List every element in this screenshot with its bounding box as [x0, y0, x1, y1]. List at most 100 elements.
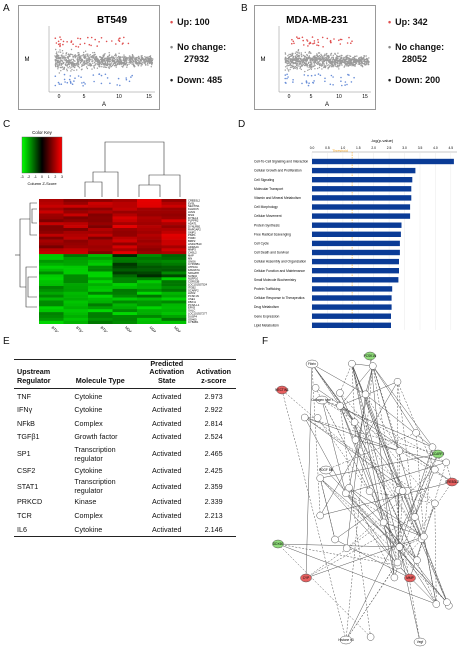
legend-b-up: •Up: 342 — [388, 17, 428, 28]
ma-point — [78, 55, 79, 56]
ma-point — [295, 53, 296, 54]
ma-point-up — [302, 37, 304, 39]
ma-point — [103, 64, 104, 65]
ma-point — [74, 67, 75, 68]
pathway-bar — [312, 232, 401, 237]
heatmap-cell — [137, 228, 162, 231]
heatmap-cell — [64, 205, 89, 208]
heatmap-cell — [64, 234, 89, 237]
heatmap-cell — [137, 309, 162, 312]
ma-point — [285, 66, 286, 67]
ma-point — [301, 52, 302, 53]
network-node — [429, 444, 436, 451]
ma-point — [67, 67, 68, 68]
ma-point — [115, 65, 116, 66]
ma-point-down — [80, 76, 82, 78]
ma-point-up — [96, 45, 98, 47]
ma-point — [91, 59, 92, 60]
color-key-tick: -1 — [34, 175, 37, 179]
ma-point — [66, 62, 67, 63]
ma-point — [94, 67, 95, 68]
heatmap-cell — [88, 301, 113, 304]
ma-plot-a-xlabel: A — [102, 102, 106, 108]
ma-point-up — [66, 41, 68, 43]
ma-point — [305, 52, 306, 53]
ma-point — [59, 58, 60, 59]
ma-point-up — [296, 36, 298, 38]
ma-point — [55, 59, 56, 60]
pathway-label: Cellular Response to Therapeutics — [254, 296, 305, 300]
ma-point — [335, 61, 336, 62]
heatmap-cell — [137, 248, 162, 251]
ma-point — [139, 62, 140, 63]
ma-point-up — [80, 38, 82, 40]
ma-point — [360, 65, 361, 66]
ma-point — [94, 62, 95, 63]
ma-point — [331, 53, 332, 54]
pathway-xtick: 0.0 — [310, 146, 315, 150]
heatmap-cell — [137, 214, 162, 217]
ma-point — [101, 66, 102, 67]
ma-point — [87, 54, 88, 55]
ma-point — [126, 67, 127, 68]
pathway-bar — [312, 314, 391, 319]
ma-point — [305, 63, 306, 64]
ma-point — [368, 61, 369, 62]
ma-point — [62, 69, 63, 70]
ma-point — [110, 61, 111, 62]
ma-point — [303, 60, 304, 61]
ma-point — [99, 60, 100, 61]
ma-point — [316, 57, 317, 58]
ma-point — [338, 60, 339, 61]
sample-labels: BT549-01BT549-02BT549-03MDA-231-01MDA-23… — [51, 326, 191, 332]
pathway-xtick: 4.0 — [433, 146, 438, 150]
ma-point — [359, 64, 360, 65]
pathway-label: Cell Cycle — [254, 242, 269, 246]
ma-point — [301, 65, 302, 66]
color-key-tick: -3 — [20, 175, 23, 179]
ma-point-up — [327, 38, 329, 40]
ma-point — [78, 52, 79, 53]
ma-point — [287, 63, 288, 64]
zscore-cell: 2.973 — [191, 389, 236, 403]
ma-point — [115, 56, 116, 57]
ma-point — [145, 64, 146, 65]
ma-point — [313, 56, 314, 57]
ma-point — [77, 57, 78, 58]
ma-point — [98, 66, 99, 67]
ma-point — [124, 59, 125, 60]
ma-point-up — [333, 38, 335, 40]
ma-point — [142, 62, 143, 63]
network-node-label: Vegf — [417, 640, 423, 644]
network-node — [431, 500, 438, 507]
ma-point — [122, 60, 123, 61]
ma-point — [337, 58, 338, 59]
heatmap-cell — [64, 243, 89, 246]
ma-plot-a-svg: BT549 M A 0 5 10 15 — [19, 6, 159, 109]
ma-point — [141, 56, 142, 57]
heatmap-cell — [39, 280, 64, 283]
network-node — [414, 557, 421, 564]
heatmap-cell — [113, 301, 138, 304]
ma-point-up — [106, 41, 108, 43]
ma-point — [80, 60, 81, 61]
heatmap-cell — [88, 274, 113, 277]
ma-point — [284, 59, 285, 60]
heatmap-cell — [64, 208, 89, 211]
ma-point-up — [72, 43, 74, 45]
heatmap-cell — [39, 260, 64, 263]
heatmap-cell — [39, 251, 64, 254]
ma-point — [319, 67, 320, 68]
ma-point — [299, 68, 300, 69]
ma-point — [74, 63, 75, 64]
heatmap-cell — [113, 315, 138, 318]
ma-point — [61, 64, 62, 65]
ma-point — [145, 59, 146, 60]
ma-point — [140, 65, 141, 66]
color-key-tick: 1 — [48, 175, 50, 179]
ma-point — [103, 54, 104, 55]
legend-a-nochange-text: No change: — [177, 42, 226, 52]
molecule-type-cell: Cytokine — [58, 403, 142, 417]
